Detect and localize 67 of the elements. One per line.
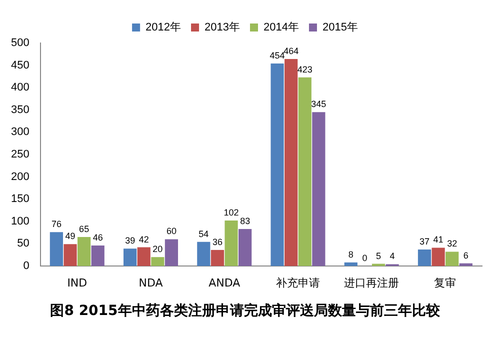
x-tick-label: 进口再注册 xyxy=(344,276,400,290)
data-label: 39 xyxy=(125,236,136,246)
y-tick-label: 100 xyxy=(10,215,30,228)
bar xyxy=(224,220,238,266)
x-tick-label: NDA xyxy=(138,276,164,290)
data-label: 32 xyxy=(447,238,458,249)
bar xyxy=(284,59,298,266)
bar xyxy=(197,242,210,266)
bar xyxy=(298,77,312,266)
data-label: 345 xyxy=(311,99,326,110)
bar xyxy=(344,262,358,266)
legend-label: 2014年 xyxy=(264,22,299,34)
bar xyxy=(50,232,64,266)
y-tick-label: 450 xyxy=(10,59,30,72)
data-label: 37 xyxy=(419,236,430,246)
y-tick-label: 200 xyxy=(10,170,30,183)
y-tick-label: 350 xyxy=(10,104,30,116)
data-label: 4 xyxy=(390,251,395,262)
bar xyxy=(312,112,326,266)
y-tick-label: 0 xyxy=(23,260,30,272)
x-tick-label: 补充申请 xyxy=(276,276,320,290)
bar xyxy=(78,237,91,266)
bar xyxy=(124,248,137,266)
y-tick-label: 250 xyxy=(10,148,30,161)
y-tick-label: 300 xyxy=(10,126,30,138)
data-label: 65 xyxy=(79,224,90,234)
y-tick-label: 50 xyxy=(17,238,30,250)
data-label: 454 xyxy=(270,50,285,60)
data-label: 49 xyxy=(65,231,76,242)
data-label: 76 xyxy=(51,219,62,230)
data-label: 41 xyxy=(433,234,444,245)
data-label: 5 xyxy=(376,250,381,261)
bar xyxy=(238,228,252,266)
bar xyxy=(432,248,445,266)
bar xyxy=(137,247,150,266)
bar xyxy=(91,245,104,266)
bar xyxy=(459,263,472,266)
text: 图8 2015年中药各类注册申请完成审评送局数量与前三年比较 xyxy=(50,302,441,320)
legend-label: 2015年 xyxy=(322,22,358,34)
bar xyxy=(164,239,178,266)
data-label: 423 xyxy=(297,64,312,74)
data-label: 20 xyxy=(152,244,163,254)
bar xyxy=(64,244,77,266)
bar xyxy=(210,250,224,266)
data-label: 54 xyxy=(198,228,209,239)
x-tick-label: 复审 xyxy=(434,276,456,290)
y-tick-label: 400 xyxy=(10,82,30,94)
data-label: 60 xyxy=(166,226,176,236)
data-label: 6 xyxy=(463,250,468,260)
data-label: 8 xyxy=(348,249,354,260)
y-tick-label: 150 xyxy=(10,193,30,206)
data-label: 0 xyxy=(362,252,368,263)
x-tick-label: ANDA xyxy=(208,276,241,290)
legend-label: 2012年 xyxy=(146,22,182,34)
bar xyxy=(151,257,164,266)
x-tick-label: IND xyxy=(67,276,88,290)
data-label: 83 xyxy=(240,216,250,226)
bar xyxy=(270,64,284,266)
data-label: 36 xyxy=(212,236,222,247)
legend-label: 2013年 xyxy=(204,22,240,34)
data-label: 464 xyxy=(284,46,299,56)
bar xyxy=(446,252,459,266)
y-tick-label: 500 xyxy=(10,37,30,50)
data-label: 42 xyxy=(138,234,149,244)
data-label: 102 xyxy=(224,207,239,218)
bar xyxy=(418,250,432,266)
data-label: 46 xyxy=(92,232,103,242)
